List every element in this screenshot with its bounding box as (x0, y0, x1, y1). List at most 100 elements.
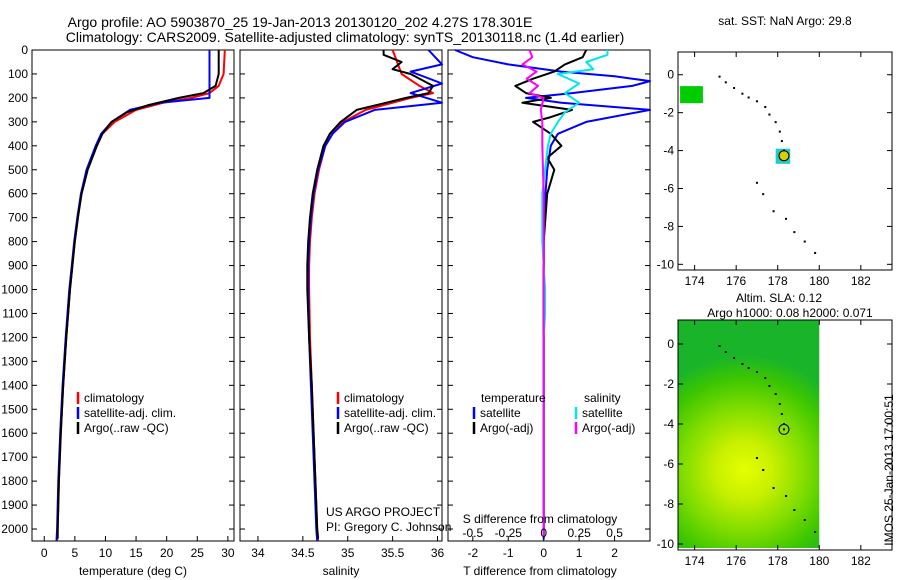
diff-top-label: S difference from climatology (463, 512, 618, 526)
sal-frame (239, 49, 443, 542)
depth-tick-label: 900 (8, 259, 28, 273)
sla-track-dot (774, 393, 777, 395)
title-line-2: Climatology: CARS2009. Satellite-adjuste… (66, 29, 624, 45)
diff-series-salinity-argo-adj (521, 49, 545, 539)
depth-tick-label: 500 (8, 163, 28, 177)
depth-tick-label: 400 (8, 139, 28, 153)
diff-series-salinity-satellite (541, 50, 609, 541)
credit-stamp: IMOS 25-Jan-2013 17:00:51 (882, 394, 896, 546)
sla-y-tick-label: -6 (663, 457, 674, 471)
sst-x-tick-label: 176 (726, 274, 746, 288)
sla-track-dot (755, 457, 758, 459)
sla-track-dot (814, 531, 817, 533)
sst-y-tick-label: -8 (663, 219, 674, 233)
temp-x-tick-label: 10 (99, 546, 113, 560)
depth-tick-label: 1900 (1, 498, 28, 512)
title-line-1: Argo profile: AO 5903870_25 19-Jan-2013 … (68, 14, 533, 30)
depth-tick-label: 1600 (1, 426, 28, 440)
sla-x-tick-label: 180 (809, 554, 829, 568)
sal-x-tick-label: 36 (431, 546, 445, 560)
sst-y-tick-label: -6 (663, 181, 674, 195)
sla-float-marker (778, 423, 790, 435)
diff-series-temperature-satellite (454, 49, 651, 541)
sla-track-dot (768, 385, 771, 387)
sal-series-satellite-adj-clim (307, 49, 443, 542)
sla-track-dot (785, 495, 788, 497)
sst-x-tick-label: 178 (768, 274, 788, 288)
sla-y-tick-label: -2 (663, 377, 674, 391)
sal-xlabel: salinity (323, 564, 360, 578)
sst-track-dot (768, 113, 771, 116)
diff-s-tick-label: 0.25 (567, 526, 591, 540)
diff-t-tick-label: -2 (467, 546, 478, 560)
sla-track-dot (755, 371, 758, 373)
sst-track-dot (814, 251, 817, 254)
sst-track-dot (780, 140, 783, 143)
depth-tick-label: 800 (8, 235, 28, 249)
sst-y-tick-label: -10 (657, 257, 675, 271)
diff-t-tick-label: 2 (611, 546, 618, 560)
depth-tick-label: 600 (8, 187, 28, 201)
sst-y-tick-label: 0 (667, 68, 674, 82)
diff-t-tick-label: 0 (540, 546, 547, 560)
sst-track-dot (755, 100, 758, 103)
sla-frame (677, 319, 893, 551)
diff-legend-t-argo-label: Argo(-adj) (480, 421, 533, 435)
sst-map-panel: sat. SST: NaN Argo: 29.8 174 176 178 180 182 0… (657, 14, 893, 288)
sst-track-dot (755, 181, 758, 184)
sla-track-dot (780, 413, 783, 415)
sla-x-tick-label: 182 (851, 554, 871, 568)
sla-track-dot (724, 351, 727, 353)
diff-frame (447, 49, 651, 542)
sal-x-tick-label: 34.5 (291, 546, 315, 560)
sla-track-dot (762, 469, 765, 471)
sla-track-dot (782, 428, 785, 431)
sla-y-tick-label: -4 (663, 417, 674, 431)
diff-s-tick-label: -0.25 (495, 526, 523, 540)
diff-bottom-label: T difference from climatology (463, 564, 617, 578)
sla-x-tick-label: 178 (768, 554, 788, 568)
sla-track-dot (747, 367, 750, 369)
sal-legend-0-label: climatology (344, 391, 404, 405)
sst-track-dot (778, 130, 781, 133)
temp-series-argo-raw-qc (56, 50, 220, 539)
depth-tick-label: 1800 (1, 474, 28, 488)
depth-tick-label: 1000 (1, 283, 28, 297)
diff-legend-t-sat-label: satellite (480, 406, 521, 420)
sst-x-tick-label: 180 (809, 274, 829, 288)
temp-x-tick-label: 15 (129, 546, 143, 560)
depth-tick-label: 1200 (1, 330, 28, 344)
diff-legend-t-head: temperature (481, 391, 546, 405)
sla-track-dot (718, 345, 721, 347)
diff-s-tick-label: 0 (540, 526, 547, 540)
sst-track-dot (718, 75, 721, 78)
temp-frame (31, 49, 235, 542)
depth-tick-label: 1100 (2, 306, 28, 320)
diff-t-tick-label: -1 (503, 546, 514, 560)
sst-y-tick-label: -2 (663, 106, 674, 120)
depth-tick-label: 1500 (1, 402, 28, 416)
sst-frame (677, 51, 893, 271)
sla-x-tick-label: 174 (685, 554, 705, 568)
sst-track-dot (803, 240, 806, 243)
sst-track-dot (762, 193, 765, 196)
sla-track-dot (772, 487, 775, 489)
diff-legend-s-head: salinity (584, 391, 621, 405)
sal-x-tick-label: 35 (341, 546, 355, 560)
sla-title-1: Altim. SLA: 0.12 (736, 291, 822, 305)
depth-tick-label: 2000 (1, 522, 28, 536)
sla-y-tick-label: -10 (657, 537, 675, 551)
temp-x-tick-label: 20 (160, 546, 174, 560)
sla-track-dot (741, 363, 744, 365)
sst-track-dot (772, 210, 775, 213)
depth-tick-label: 700 (8, 211, 28, 225)
temp-legend-1-label: satellite-adj. clim. (84, 406, 176, 420)
sla-x-tick-label: 176 (726, 554, 746, 568)
sst-x-tick-label: 182 (851, 274, 871, 288)
temp-legend-0-label: climatology (84, 391, 144, 405)
temperature-panel: 0100200300400500600700800900100011001200… (1, 43, 235, 578)
sal-series-argo-raw-qc (306, 50, 434, 539)
sla-track-dot (764, 377, 767, 379)
